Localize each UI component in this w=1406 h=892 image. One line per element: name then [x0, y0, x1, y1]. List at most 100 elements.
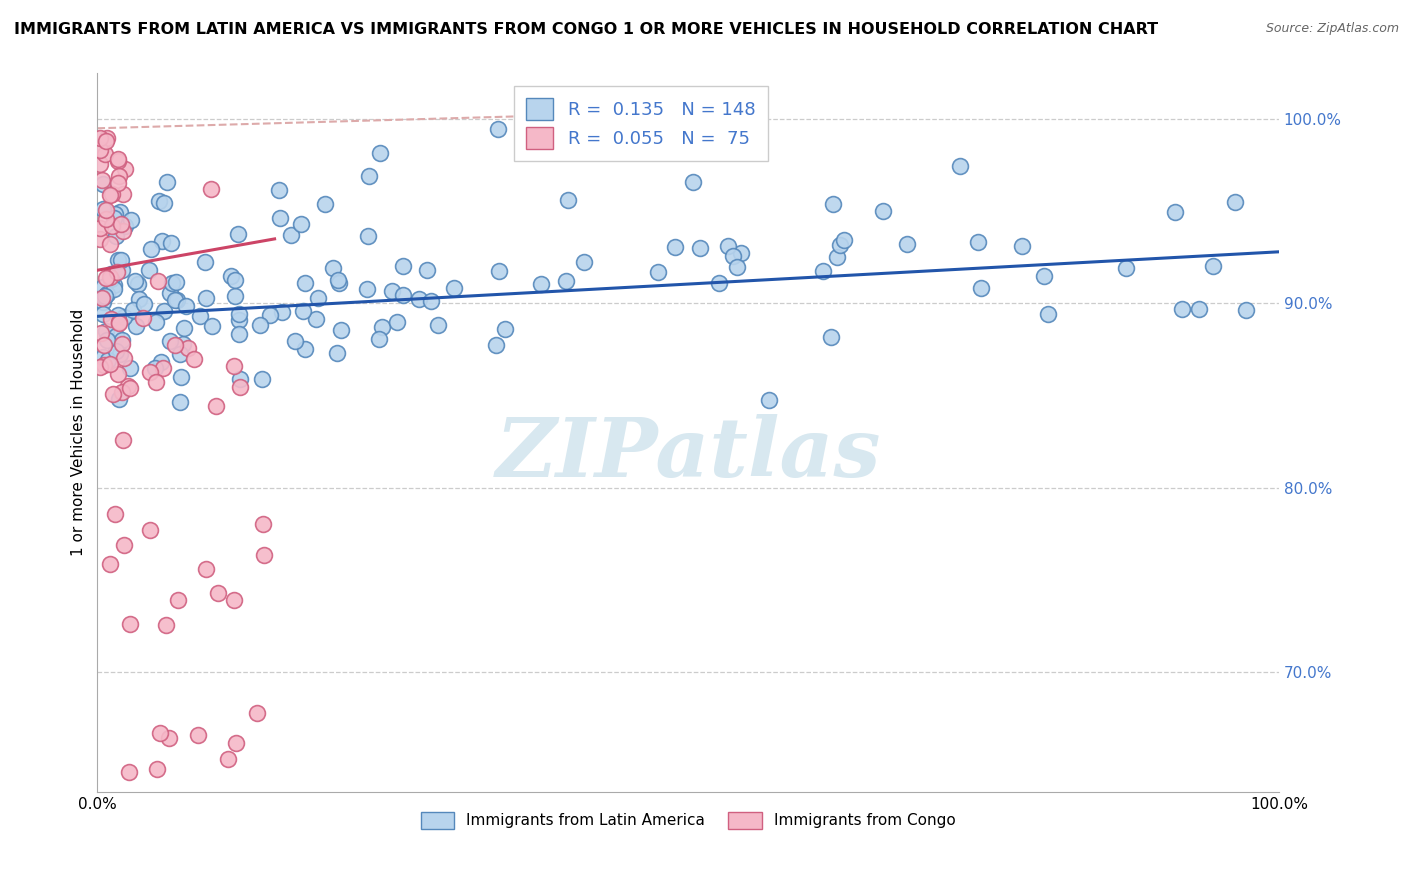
- Point: [730, 245, 752, 260]
- Point: [250, 371, 273, 385]
- Point: [183, 351, 205, 366]
- Point: [91, 307, 114, 321]
- Point: [94, 147, 117, 161]
- Point: [93, 358, 115, 372]
- Point: [187, 728, 209, 742]
- Point: [326, 346, 349, 360]
- Point: [1234, 302, 1257, 317]
- Point: [294, 342, 316, 356]
- Point: [155, 618, 177, 632]
- Point: [219, 269, 242, 284]
- Point: [555, 274, 578, 288]
- Point: [110, 217, 132, 231]
- Point: [108, 169, 131, 183]
- Point: [1188, 301, 1211, 316]
- Point: [112, 434, 135, 448]
- Point: [969, 281, 991, 295]
- Point: [117, 764, 139, 779]
- Point: [127, 277, 149, 291]
- Point: [174, 299, 197, 313]
- Point: [93, 338, 115, 352]
- Point: [114, 161, 136, 176]
- Point: [176, 341, 198, 355]
- Point: [294, 277, 316, 291]
- Point: [98, 357, 121, 371]
- Point: [150, 355, 173, 369]
- Point: [292, 303, 315, 318]
- Point: [128, 292, 150, 306]
- Point: [94, 271, 117, 285]
- Point: [271, 305, 294, 319]
- Text: IMMIGRANTS FROM LATIN AMERICA VS IMMIGRANTS FROM CONGO 1 OR MORE VEHICLES IN HOU: IMMIGRANTS FROM LATIN AMERICA VS IMMIGRA…: [14, 22, 1159, 37]
- Point: [307, 291, 329, 305]
- Point: [408, 292, 430, 306]
- Point: [145, 376, 167, 390]
- Point: [107, 153, 129, 168]
- Point: [494, 322, 516, 336]
- Point: [96, 324, 118, 338]
- Point: [1170, 301, 1192, 316]
- Point: [110, 253, 132, 268]
- Point: [253, 548, 276, 562]
- Point: [105, 343, 128, 358]
- Point: [100, 272, 122, 286]
- Point: [330, 323, 353, 337]
- Point: [107, 317, 129, 331]
- Point: [896, 237, 918, 252]
- Point: [647, 265, 669, 279]
- Point: [156, 175, 179, 189]
- Point: [574, 254, 596, 268]
- Point: [112, 351, 135, 366]
- Point: [103, 282, 125, 296]
- Point: [415, 262, 437, 277]
- Point: [98, 270, 121, 285]
- Point: [89, 359, 111, 374]
- Point: [157, 731, 180, 745]
- Point: [89, 130, 111, 145]
- Point: [280, 227, 302, 242]
- Point: [107, 367, 129, 381]
- Point: [813, 264, 835, 278]
- Point: [392, 287, 415, 301]
- Point: [96, 287, 118, 301]
- Point: [269, 183, 291, 197]
- Point: [91, 172, 114, 186]
- Point: [120, 616, 142, 631]
- Point: [152, 361, 174, 376]
- Text: Source: ZipAtlas.com: Source: ZipAtlas.com: [1265, 22, 1399, 36]
- Point: [150, 234, 173, 248]
- Point: [105, 229, 128, 244]
- Point: [228, 307, 250, 321]
- Point: [228, 326, 250, 341]
- Point: [146, 762, 169, 776]
- Point: [97, 352, 120, 367]
- Point: [108, 347, 131, 361]
- Point: [194, 255, 217, 269]
- Point: [820, 329, 842, 343]
- Point: [322, 260, 344, 275]
- Point: [100, 219, 122, 234]
- Point: [89, 143, 111, 157]
- Point: [225, 736, 247, 750]
- Point: [118, 361, 141, 376]
- Point: [152, 304, 174, 318]
- Point: [169, 347, 191, 361]
- Point: [125, 319, 148, 334]
- Point: [91, 292, 114, 306]
- Point: [100, 312, 122, 326]
- Point: [370, 319, 392, 334]
- Point: [252, 517, 274, 532]
- Point: [872, 204, 894, 219]
- Point: [91, 202, 114, 216]
- Point: [91, 280, 114, 294]
- Point: [163, 337, 186, 351]
- Point: [91, 350, 114, 364]
- Point: [173, 321, 195, 335]
- Point: [557, 193, 579, 207]
- Point: [120, 213, 142, 227]
- Point: [105, 265, 128, 279]
- Point: [165, 275, 187, 289]
- Point: [96, 203, 118, 218]
- Point: [159, 334, 181, 348]
- Point: [107, 176, 129, 190]
